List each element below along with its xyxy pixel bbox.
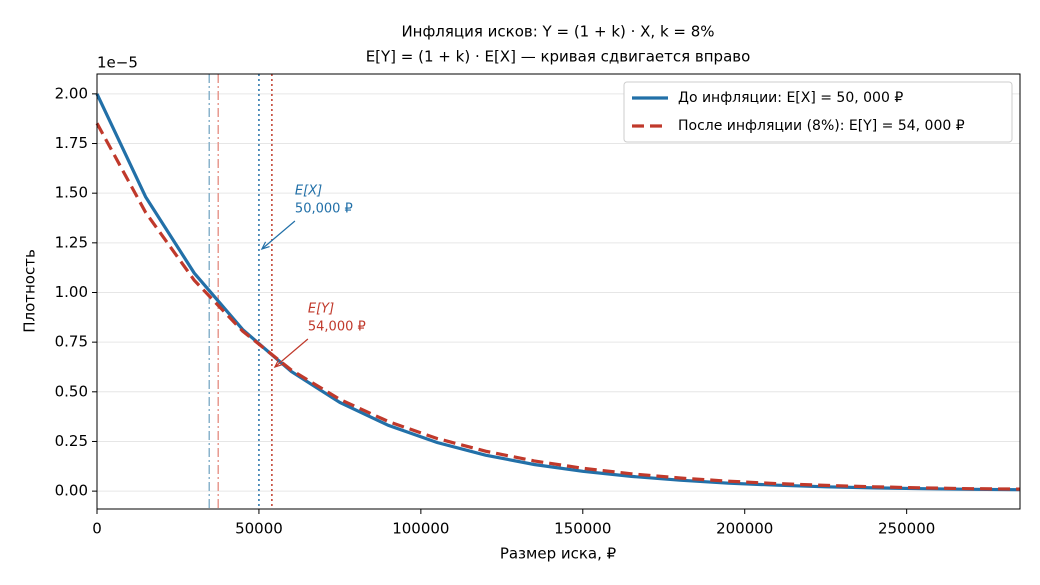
annotation-arrow — [274, 338, 309, 368]
y-tick-label: 1.75 — [55, 134, 88, 152]
y-axis-label: Плотность — [21, 249, 39, 333]
y-tick-label: 0.00 — [55, 482, 88, 500]
y-tick-label: 1.00 — [55, 283, 88, 301]
x-axis-label: Размер иска, ₽ — [500, 545, 617, 563]
annotation-arrow — [261, 220, 296, 250]
chart-title: Инфляция исков: Y = (1 + k) · X, k = 8% — [401, 23, 714, 41]
x-tick-label: 200000 — [716, 520, 773, 538]
legend-label: До инфляции: E[X] = 50, 000 ₽ — [678, 90, 903, 106]
legend-box — [623, 81, 1013, 143]
y-tick-label: 0.50 — [55, 382, 88, 400]
annotation-arrowhead — [260, 241, 270, 250]
y-tick-label: 0.75 — [55, 333, 88, 351]
x-tick-label: 0 — [92, 520, 102, 538]
chart-subtitle: E[Y] = (1 + k) · E[X] — кривая сдвигаетс… — [366, 48, 751, 66]
x-tick-label: 100000 — [392, 520, 449, 538]
annotation-arrowhead — [273, 359, 283, 368]
series-line — [95, 122, 1021, 491]
x-tick-label: 50000 — [235, 520, 283, 538]
plot-frame — [96, 73, 1021, 510]
legend-label: После инфляции (8%): E[Y] = 54, 000 ₽ — [678, 118, 965, 134]
y-tick-label: 2.00 — [55, 84, 88, 102]
y-tick-label: 0.25 — [55, 432, 88, 450]
y-offset-text: 1e−5 — [97, 54, 138, 72]
annotation-title: E[X] — [295, 184, 322, 199]
annotation-text: 54,000 ₽ — [308, 320, 366, 335]
y-tick-label: 1.25 — [55, 233, 88, 251]
annotation-title: E[Y] — [308, 302, 334, 317]
x-tick-label: 250000 — [878, 520, 935, 538]
annotation-text: 50,000 ₽ — [295, 202, 353, 217]
x-tick-label: 150000 — [554, 520, 611, 538]
y-tick-label: 1.50 — [55, 184, 88, 202]
series-line — [95, 93, 1021, 492]
legend: До инфляции: E[X] = 50, 000 ₽ После инфля… — [623, 81, 1013, 143]
